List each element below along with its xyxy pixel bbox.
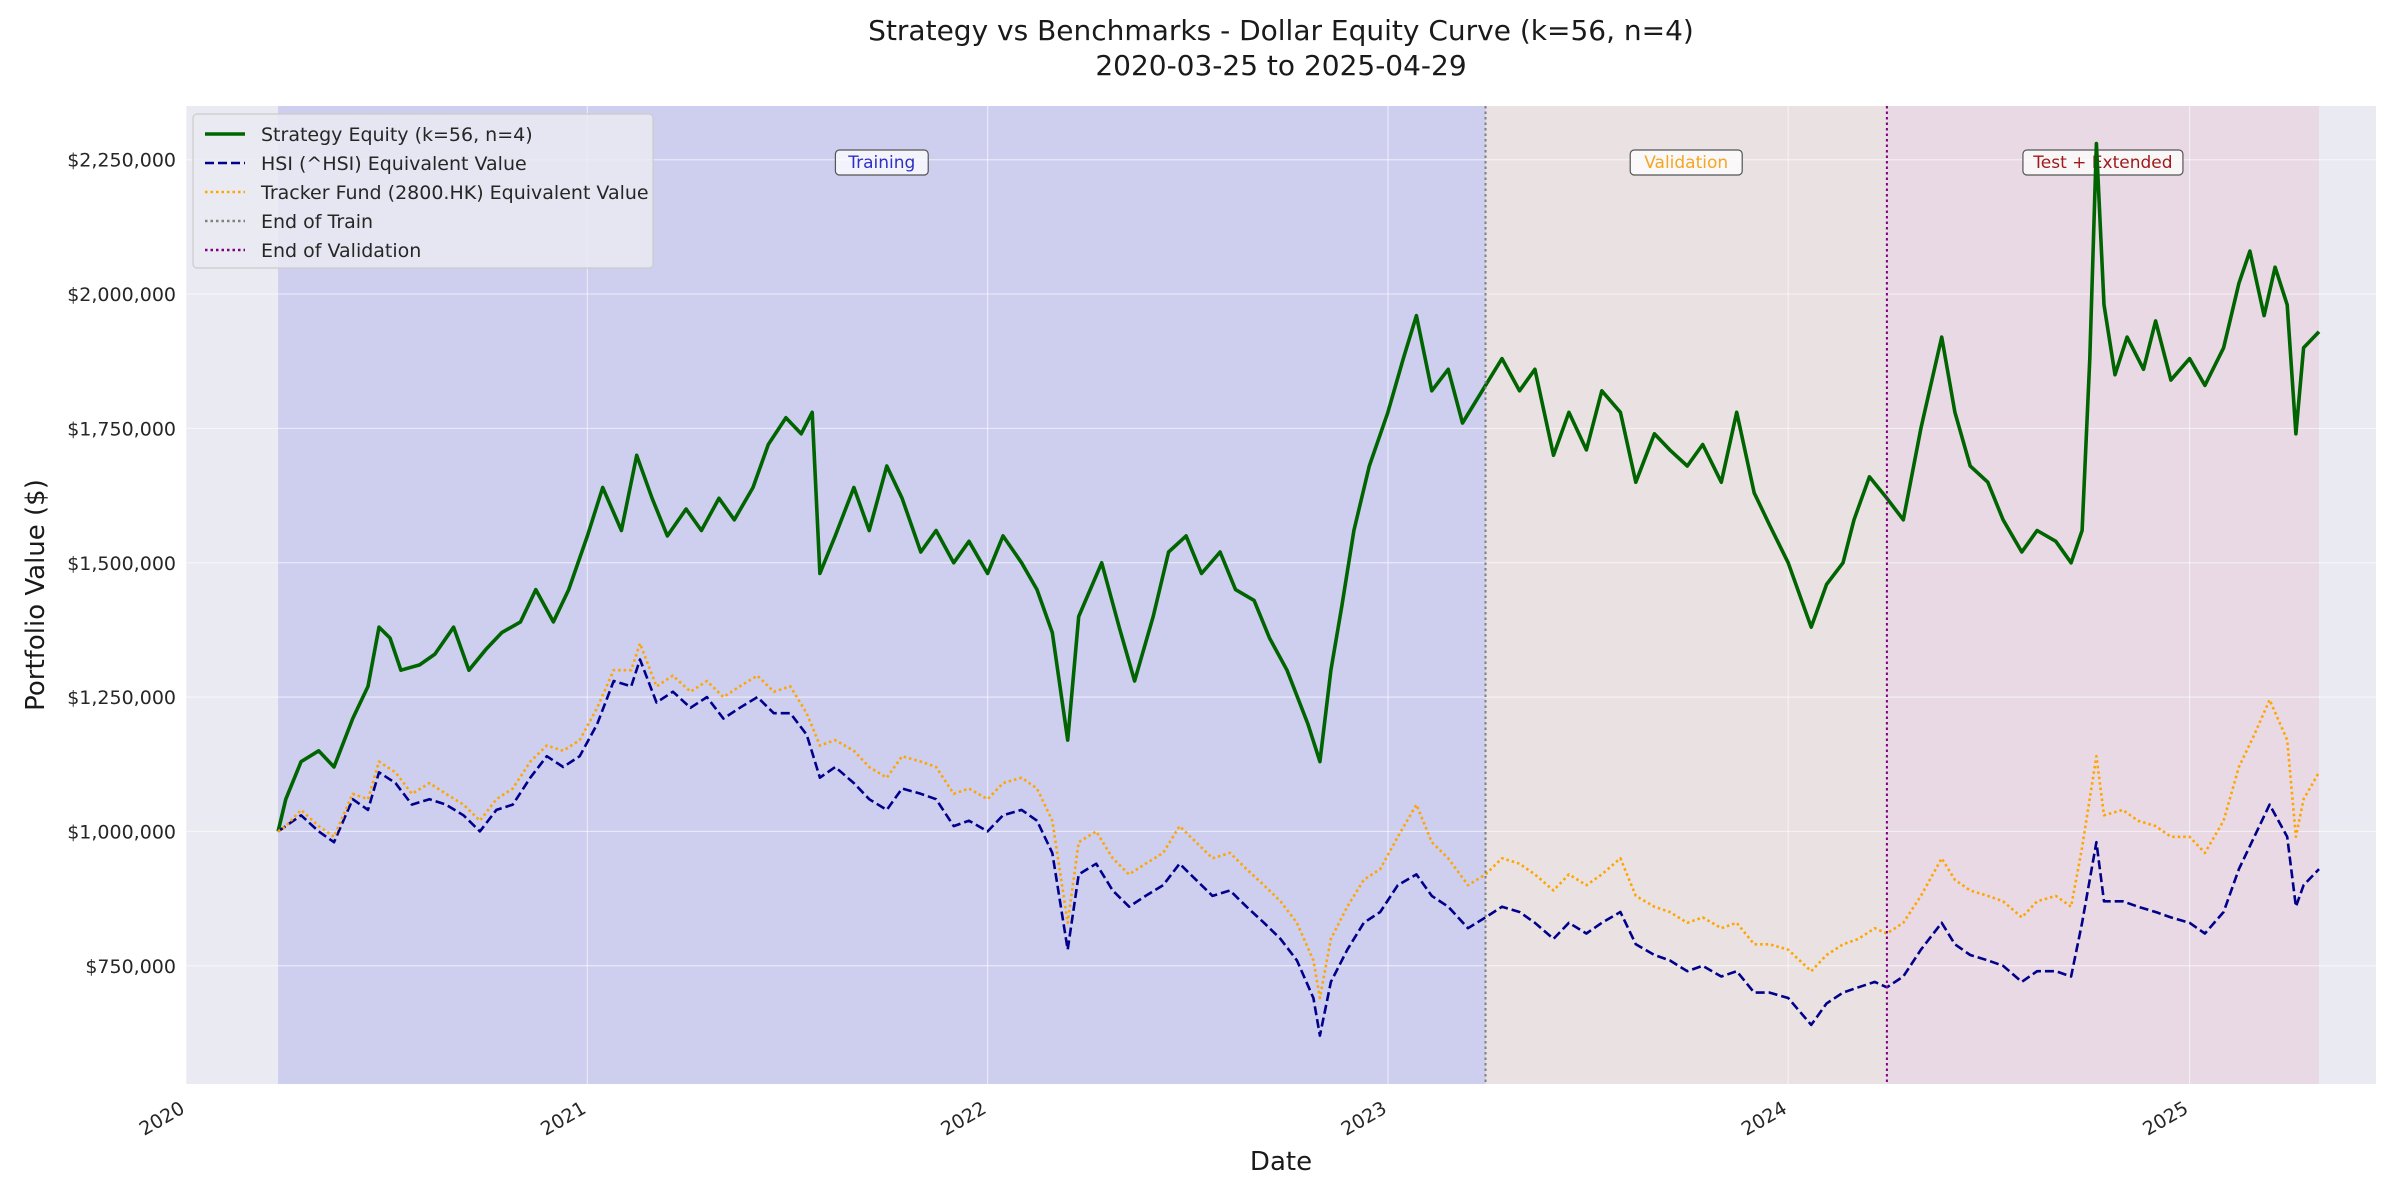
region-training — [278, 106, 1486, 1084]
x-tick-label: 2022 — [937, 1097, 990, 1140]
legend-label: Strategy Equity (k=56, n=4) — [261, 124, 533, 146]
region-label-text: Validation — [1644, 153, 1728, 173]
y-tick-label: $2,250,000 — [67, 150, 176, 172]
y-tick-label: $2,000,000 — [67, 284, 176, 306]
x-tick-label: 2025 — [2139, 1097, 2192, 1140]
series-line-strategy — [276, 141, 2321, 832]
legend-label: End of Validation — [261, 240, 421, 262]
x-tick-label: 2024 — [1738, 1097, 1791, 1140]
legend-label: Tracker Fund (2800.HK) Equivalent Value — [260, 182, 649, 204]
region-label-box — [2022, 149, 2184, 176]
y-tick-label: $1,250,000 — [67, 687, 176, 709]
region-label-text: Training — [847, 153, 915, 173]
region-label-validation: Validation — [1629, 149, 1743, 176]
x-tick-label: 2020 — [136, 1097, 189, 1140]
chart-title: Strategy vs Benchmarks - Dollar Equity C… — [868, 14, 1694, 47]
y-tick-label: $1,500,000 — [67, 553, 176, 575]
region-label-text: Test + Extended — [2032, 153, 2172, 173]
x-axis-title: Date — [1250, 1147, 1312, 1177]
region-label-box — [1629, 149, 1743, 176]
legend: Strategy Equity (k=56, n=4) HSI (^HSI) Eq… — [192, 113, 654, 269]
legend-label: HSI (^HSI) Equivalent Value — [261, 153, 527, 175]
region-label-test-extended: Test + Extended — [2022, 149, 2184, 176]
y-tick-label: $750,000 — [85, 956, 176, 978]
legend-label: End of Train — [261, 211, 373, 233]
y-axis-title: Portfolio Value ($) — [21, 479, 51, 711]
x-tick-label: 2023 — [1338, 1097, 1391, 1140]
region-validation — [1485, 106, 1887, 1084]
x-tick-label: 2021 — [537, 1097, 590, 1140]
region-label-training: Training — [834, 149, 929, 176]
y-tick-label: $1,750,000 — [67, 418, 176, 440]
y-tick-label: $1,000,000 — [67, 821, 176, 843]
plot-area — [186, 106, 2376, 1084]
legend-frame — [192, 113, 654, 269]
region-label-box — [834, 149, 929, 176]
chart-subtitle: 2020-03-25 to 2025-04-29 — [1095, 49, 1466, 82]
